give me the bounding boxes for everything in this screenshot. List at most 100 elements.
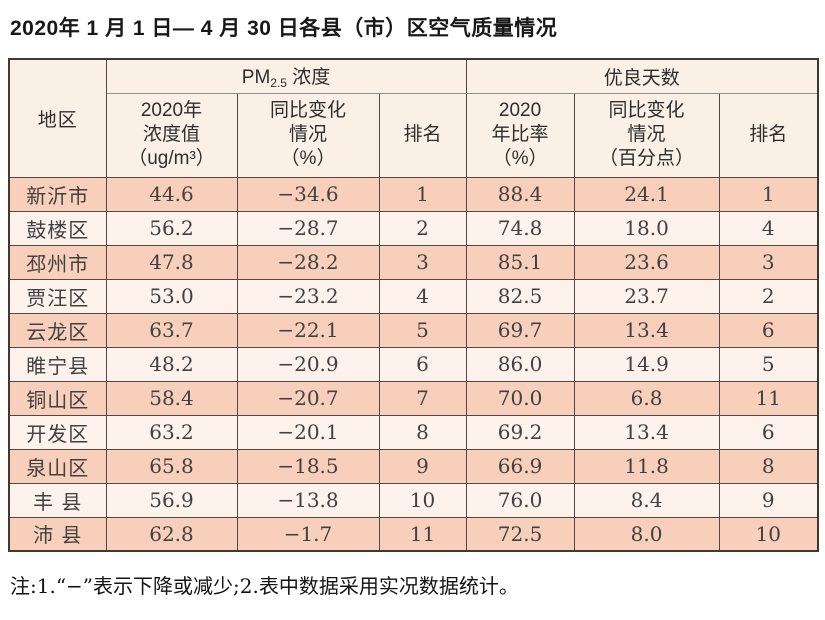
pm-label-suffix: 浓度 bbox=[286, 67, 331, 89]
sub-header-row: 2020年 浓度值 （ug/m³） 同比变化 情况 （%） 排名 2020 年比… bbox=[9, 92, 819, 178]
table-row: 鼓楼区 56.2 −28.7 2 74.8 18.0 4 bbox=[8, 210, 819, 246]
page: 2020年 1 月 1 日— 4 月 30 日各县（市）区空气质量情况 地区 P… bbox=[8, 17, 820, 598]
cell-value: 58.4 bbox=[105, 380, 238, 416]
header-gd-yoy-change: 同比变化 情况 （百分点） bbox=[573, 92, 720, 178]
cell-value: 10 bbox=[378, 482, 467, 518]
cell-value: 11.8 bbox=[573, 448, 720, 484]
cell-value: 1 bbox=[718, 176, 819, 212]
cell-value: 5 bbox=[718, 346, 819, 382]
cell-region: 邳州市 bbox=[8, 244, 107, 280]
table-row: 邳州市 47.8 −28.2 3 85.1 23.6 3 bbox=[8, 244, 819, 280]
cell-value: 63.2 bbox=[105, 414, 238, 450]
footnote: 注:1.“−”表示下降或减少;2.表中数据采用实况数据统计。 bbox=[10, 574, 519, 598]
table-header: 地区 PM2.5 浓度 优良天数 2020年 浓度值 （ug/m³） 同比变化 … bbox=[8, 58, 819, 178]
table-row: 贾汪区 53.0 −23.2 4 82.5 23.7 2 bbox=[8, 278, 819, 314]
cell-value: −18.5 bbox=[236, 448, 380, 484]
header-pm-rank: 排名 bbox=[378, 92, 467, 178]
cell-value: 48.2 bbox=[105, 346, 238, 382]
pm-label-subscript: 2.5 bbox=[270, 76, 287, 91]
cell-value: 6 bbox=[378, 346, 467, 382]
table-body: 新沂市 44.6 −34.6 1 88.4 24.1 1 鼓楼区 56.2 −28.7 2 74.8 1… bbox=[8, 176, 819, 552]
cell-value: 1 bbox=[378, 176, 467, 212]
cell-value: 74.8 bbox=[465, 210, 575, 246]
cell-value: 18.0 bbox=[573, 210, 720, 246]
cell-value: 6 bbox=[718, 414, 819, 450]
cell-value: 9 bbox=[378, 448, 467, 484]
cell-value: −34.6 bbox=[236, 176, 380, 212]
header-pm-concentration: 2020年 浓度值 （ug/m³） bbox=[105, 92, 238, 178]
cell-value: 62.8 bbox=[105, 516, 238, 552]
cell-value: −20.9 bbox=[236, 346, 380, 382]
cell-value: −20.7 bbox=[236, 380, 380, 416]
cell-value: 53.0 bbox=[105, 278, 238, 314]
table-row: 云龙区 63.7 −22.1 5 69.7 13.4 6 bbox=[8, 312, 819, 348]
cell-value: 14.9 bbox=[573, 346, 720, 382]
cell-value: 65.8 bbox=[105, 448, 238, 484]
cell-value: 76.0 bbox=[465, 482, 575, 518]
cell-value: 4 bbox=[378, 278, 467, 314]
cell-region: 铜山区 bbox=[8, 380, 107, 416]
header-good-days-group: 优良天数 bbox=[465, 58, 819, 94]
cell-value: 10 bbox=[718, 516, 819, 552]
table-row: 睢宁县 48.2 −20.9 6 86.0 14.9 5 bbox=[8, 346, 819, 382]
cell-value: 24.1 bbox=[573, 176, 720, 212]
table-row: 开发区 63.2 −20.1 8 69.2 13.4 6 bbox=[8, 414, 819, 450]
page-title: 2020年 1 月 1 日— 4 月 30 日各县（市）区空气质量情况 bbox=[10, 17, 558, 40]
table-row: 泉山区 65.8 −18.5 9 66.9 11.8 8 bbox=[8, 448, 819, 484]
cell-value: 9 bbox=[718, 482, 819, 518]
cell-value: 6 bbox=[718, 312, 819, 348]
table-row: 新沂市 44.6 −34.6 1 88.4 24.1 1 bbox=[8, 176, 819, 212]
cell-region: 丰 县 bbox=[8, 482, 107, 518]
cell-region: 泉山区 bbox=[8, 448, 107, 484]
cell-value: −20.1 bbox=[236, 414, 380, 450]
air-quality-table: 地区 PM2.5 浓度 优良天数 2020年 浓度值 （ug/m³） 同比变化 … bbox=[8, 58, 820, 552]
cell-value: 23.7 bbox=[573, 278, 720, 314]
cell-value: −13.8 bbox=[236, 482, 380, 518]
cell-value: 8.4 bbox=[573, 482, 720, 518]
cell-value: 6.8 bbox=[573, 380, 720, 416]
cell-value: 69.2 bbox=[465, 414, 575, 450]
cell-value: 3 bbox=[718, 244, 819, 280]
cell-value: 8.0 bbox=[573, 516, 720, 552]
cell-value: 13.4 bbox=[573, 414, 720, 450]
cell-region: 新沂市 bbox=[8, 176, 107, 212]
cell-value: 63.7 bbox=[105, 312, 238, 348]
cell-value: −28.7 bbox=[236, 210, 380, 246]
cell-region: 睢宁县 bbox=[8, 346, 107, 382]
cell-value: 82.5 bbox=[465, 278, 575, 314]
header-pm-yoy-change: 同比变化 情况 （%） bbox=[236, 92, 380, 178]
cell-value: 13.4 bbox=[573, 312, 720, 348]
cell-region: 沛 县 bbox=[8, 516, 107, 552]
header-pm25-group: PM2.5 浓度 bbox=[105, 58, 467, 94]
cell-region: 开发区 bbox=[8, 414, 107, 450]
cell-value: −28.2 bbox=[236, 244, 380, 280]
cell-value: 11 bbox=[718, 380, 819, 416]
cell-value: 72.5 bbox=[465, 516, 575, 552]
header-region: 地区 bbox=[8, 58, 107, 178]
cell-value: 56.2 bbox=[105, 210, 238, 246]
cell-value: −1.7 bbox=[236, 516, 380, 552]
cell-value: 66.9 bbox=[465, 448, 575, 484]
cell-value: 23.6 bbox=[573, 244, 720, 280]
cell-value: 2 bbox=[378, 210, 467, 246]
cell-value: 85.1 bbox=[465, 244, 575, 280]
cell-value: −22.1 bbox=[236, 312, 380, 348]
cell-value: 8 bbox=[378, 414, 467, 450]
table-row: 铜山区 58.4 −20.7 7 70.0 6.8 11 bbox=[8, 380, 819, 416]
cell-region: 鼓楼区 bbox=[8, 210, 107, 246]
cell-value: −23.2 bbox=[236, 278, 380, 314]
cell-value: 86.0 bbox=[465, 346, 575, 382]
header-gd-rank: 排名 bbox=[718, 92, 819, 178]
cell-value: 5 bbox=[378, 312, 467, 348]
cell-value: 8 bbox=[718, 448, 819, 484]
cell-value: 88.4 bbox=[465, 176, 575, 212]
table-row: 沛 县 62.8 −1.7 11 72.5 8.0 10 bbox=[8, 516, 819, 552]
cell-value: 7 bbox=[378, 380, 467, 416]
cell-value: 2 bbox=[718, 278, 819, 314]
cell-region: 贾汪区 bbox=[8, 278, 107, 314]
cell-value: 44.6 bbox=[105, 176, 238, 212]
header-gd-ratio: 2020 年比率 （%） bbox=[465, 92, 575, 178]
cell-value: 56.9 bbox=[105, 482, 238, 518]
cell-value: 4 bbox=[718, 210, 819, 246]
cell-value: 47.8 bbox=[105, 244, 238, 280]
